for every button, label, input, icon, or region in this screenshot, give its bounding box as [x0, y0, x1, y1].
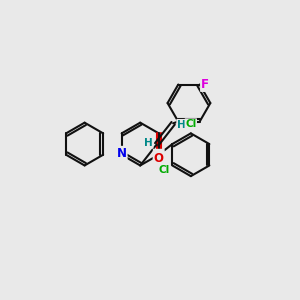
Text: Cl: Cl	[185, 119, 196, 129]
Text: F: F	[201, 78, 209, 91]
Text: Cl: Cl	[158, 165, 170, 175]
Text: O: O	[154, 152, 164, 165]
Text: N: N	[154, 150, 164, 163]
Text: H: H	[177, 120, 186, 130]
Text: H: H	[144, 138, 153, 148]
Text: N: N	[117, 147, 127, 160]
